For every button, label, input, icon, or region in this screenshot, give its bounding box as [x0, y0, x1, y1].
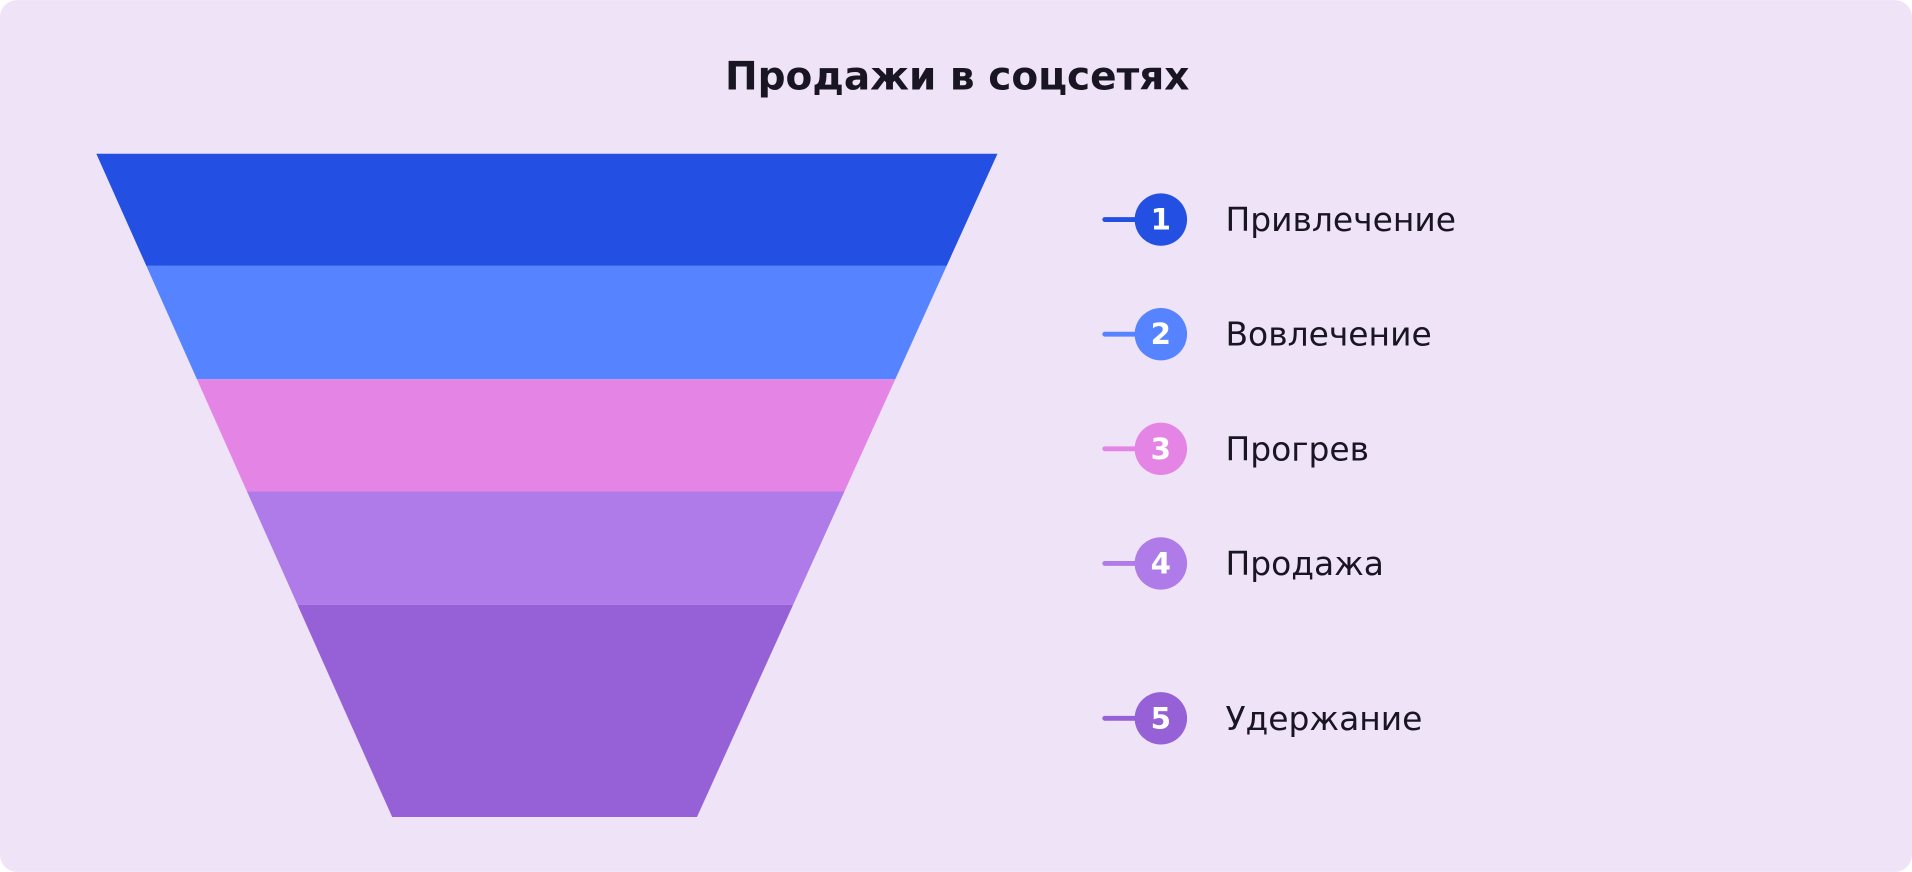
legend-label: Привлечение [1225, 200, 1456, 239]
legend: 1 Привлечение 2 Вовлечение 3 Прогрев 4 Продажа 5… [1102, 193, 1456, 745]
legend-label: Вовлечение [1225, 315, 1431, 354]
diagram-title: Продажи в соцсетях [725, 54, 1190, 99]
legend-label: Продажа [1225, 544, 1384, 583]
legend-badge [1134, 422, 1188, 476]
legend-number: 4 [1151, 546, 1171, 580]
legend-number: 5 [1151, 701, 1171, 735]
legend-badge [1134, 307, 1188, 361]
funnel [96, 153, 998, 818]
legend-badge [1134, 537, 1188, 590]
legend-label: Прогрев [1225, 429, 1369, 468]
funnel-segment [246, 491, 845, 605]
legend-label: Удержание [1225, 699, 1422, 738]
funnel-segment [297, 604, 794, 818]
legend-badge [1134, 692, 1188, 745]
funnel-segment [196, 379, 896, 492]
legend-badge [1134, 193, 1188, 246]
funnel-segment [146, 265, 947, 380]
legend-number: 3 [1151, 432, 1171, 466]
legend-number: 1 [1151, 203, 1171, 237]
legend-number: 2 [1151, 317, 1171, 351]
funnel-segment [96, 153, 998, 266]
